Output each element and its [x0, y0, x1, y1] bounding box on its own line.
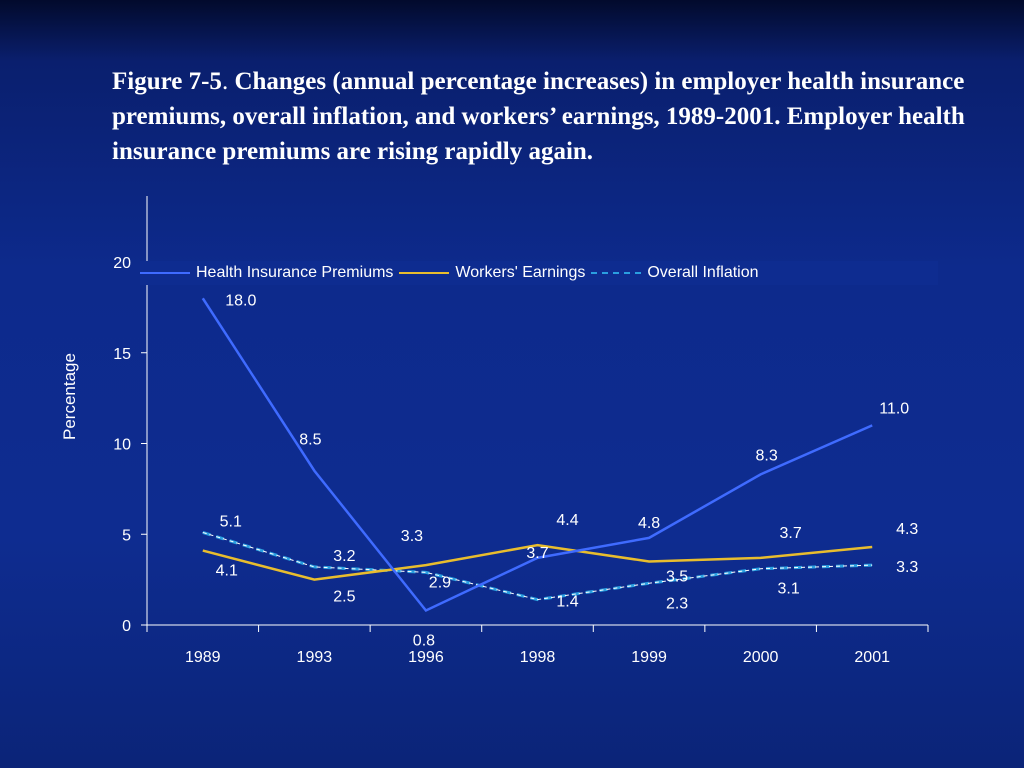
data-label: 4.3 [896, 521, 918, 538]
figure-number-period: . [221, 68, 229, 95]
data-label: 2.9 [429, 574, 451, 591]
legend-swatch [399, 272, 450, 274]
data-label: 2.3 [666, 595, 688, 612]
legend-swatch [591, 272, 642, 274]
y-tick-label: 5 [122, 527, 131, 544]
data-label: 8.5 [299, 432, 321, 449]
data-label: 18.0 [225, 292, 256, 309]
data-label: 3.3 [401, 528, 423, 545]
x-tick-label: 1993 [297, 649, 333, 666]
data-label: 3.7 [780, 525, 802, 542]
data-label: 4.8 [638, 515, 660, 532]
series-workers-earnings-line [202, 543, 873, 581]
data-label: 2.5 [333, 589, 355, 606]
data-label: 5.1 [220, 513, 242, 530]
chart-legend: Health Insurance Premiums Workers' Earnin… [140, 261, 938, 285]
x-tick-label: 1999 [631, 649, 667, 666]
y-tick-label: 15 [113, 346, 131, 363]
data-label: 3.7 [526, 545, 548, 562]
data-label: 8.3 [756, 447, 778, 464]
legend-item-earnings: Workers' Earnings [399, 264, 585, 282]
legend-label: Overall Inflation [647, 264, 759, 281]
data-label: 4.4 [556, 512, 578, 529]
figure-caption-text: Changes (annual percentage increases) in… [112, 68, 965, 165]
data-label: 3.3 [896, 559, 918, 576]
x-tick-label: 1989 [185, 649, 221, 666]
data-label: 3.1 [778, 581, 800, 598]
y-axis-label: Percentage [60, 353, 79, 440]
y-tick-label: 10 [113, 437, 131, 454]
y-tick-label: 20 [113, 255, 131, 272]
series-health-insurance-premiums-line [201, 297, 873, 613]
chart-data-labels: 18.0 8.5 0.8 3.7 4.8 8.3 11.0 4.1 2.5 3.3 4.4 3.5 3.… [216, 292, 919, 649]
data-label: 3.5 [666, 568, 688, 585]
chart-series [201, 297, 873, 613]
series-overall-inflation-line [202, 531, 873, 602]
y-tick-label: 0 [122, 618, 131, 635]
legend-item-inflation: Overall Inflation [591, 264, 759, 282]
data-label: 11.0 [879, 400, 909, 417]
series-overall-inflation-line-detail [202, 531, 873, 601]
data-label: 3.2 [333, 548, 355, 565]
data-label: 1.4 [556, 594, 578, 611]
figure-number: Figure 7-5 [112, 68, 222, 95]
data-label: 0.8 [413, 632, 435, 649]
x-tick-label: 1996 [408, 649, 444, 666]
x-tick-label: 2000 [743, 649, 779, 666]
legend-label: Workers' Earnings [455, 264, 586, 281]
x-tick-label: 1998 [520, 649, 556, 666]
legend-swatch [140, 272, 190, 274]
x-tick-label: 2001 [854, 649, 890, 666]
data-label: 4.1 [216, 563, 238, 580]
legend-item-premiums: Health Insurance Premiums [140, 264, 393, 282]
legend-label: Health Insurance Premiums [196, 264, 394, 281]
figure-caption: Figure 7-5. Changes (annual percentage i… [112, 64, 972, 169]
